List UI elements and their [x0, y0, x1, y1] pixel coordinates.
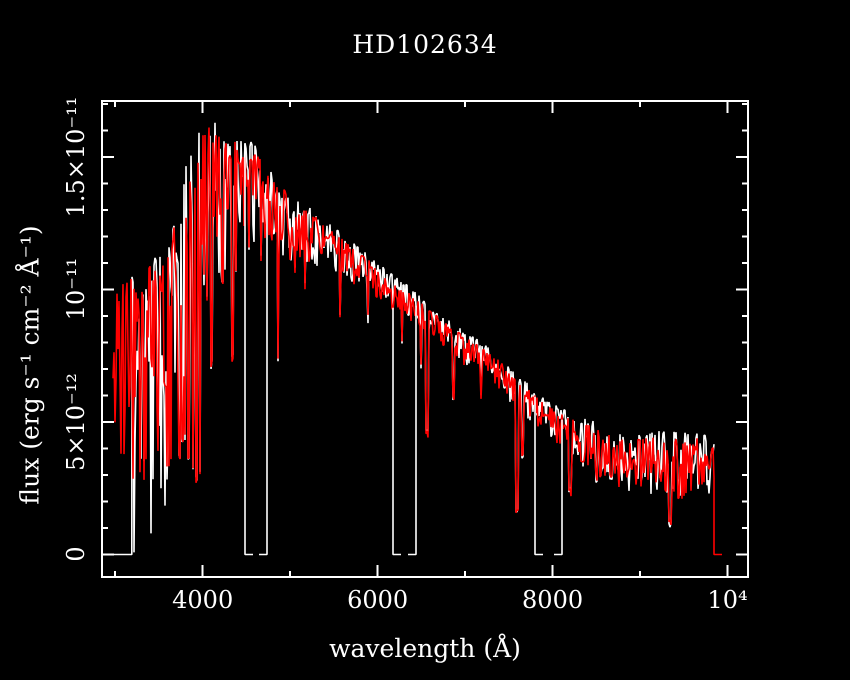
y-axis-label: flux (erg s⁻¹ cm⁻² Å⁻¹) — [15, 225, 45, 505]
x-tick-label: 6000 — [347, 586, 409, 614]
y-tick-label: 1.5×10⁻¹¹ — [62, 96, 90, 218]
y-tick-label: 10⁻¹¹ — [62, 258, 90, 321]
y-tick-label: 0 — [62, 546, 90, 563]
y-tick-label: 5×10⁻¹² — [62, 373, 90, 471]
x-tick-label: 8000 — [522, 586, 584, 614]
x-axis-label: wavelength (Å) — [329, 634, 521, 663]
plot-title: HD102634 — [352, 30, 498, 59]
x-tick-label: 10⁴ — [707, 586, 748, 614]
x-tick-label: 4000 — [172, 586, 234, 614]
